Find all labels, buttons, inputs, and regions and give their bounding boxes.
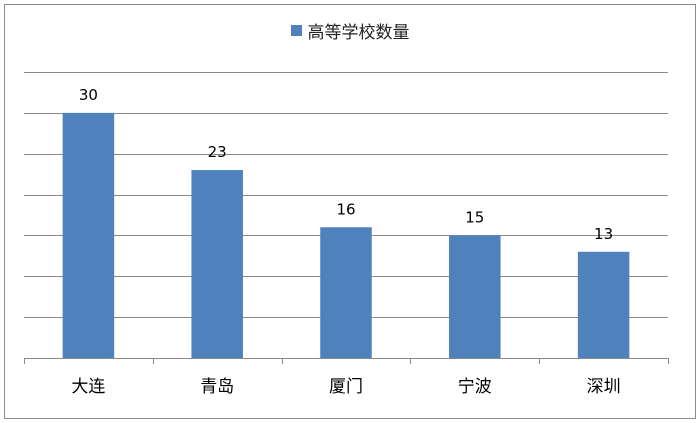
x-tick-label: 宁波 [458, 377, 492, 397]
bars [62, 112, 630, 358]
bar-大连 [62, 112, 115, 358]
bar-厦门 [320, 227, 372, 358]
bar-青岛 [191, 170, 243, 358]
data-label: 13 [594, 225, 613, 243]
x-axis: 大连 青岛 厦门 宁波 深圳 [24, 358, 669, 397]
x-tick-label: 厦门 [329, 377, 363, 397]
data-labels: 30 23 16 15 13 [79, 86, 613, 243]
data-label: 16 [336, 200, 355, 218]
data-label: 23 [208, 143, 227, 161]
bar-深圳 [577, 251, 630, 358]
x-tick-label: 青岛 [200, 377, 234, 397]
x-tick-label: 大连 [71, 377, 105, 397]
data-label: 15 [465, 208, 484, 226]
legend-label: 高等学校数量 [307, 23, 410, 43]
x-tick-label: 深圳 [587, 377, 621, 397]
legend-swatch [290, 25, 302, 36]
data-label: 30 [79, 86, 98, 104]
bar-宁波 [449, 235, 501, 358]
legend: 高等学校数量 [0, 18, 700, 43]
